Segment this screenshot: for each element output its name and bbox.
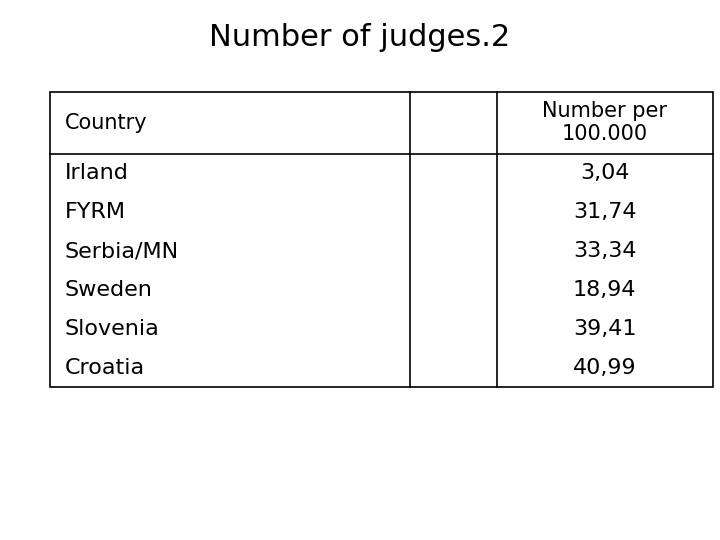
- Text: Croatia: Croatia: [65, 357, 145, 378]
- Text: Country: Country: [65, 113, 148, 133]
- Text: Slovenia: Slovenia: [65, 319, 160, 339]
- Text: Number of judges.2: Number of judges.2: [210, 23, 510, 52]
- Text: Irland: Irland: [65, 163, 129, 184]
- Text: Serbia/MN: Serbia/MN: [65, 241, 179, 261]
- Text: 33,34: 33,34: [573, 241, 636, 261]
- Text: Sweden: Sweden: [65, 280, 153, 300]
- Text: 3,04: 3,04: [580, 163, 629, 184]
- Text: 31,74: 31,74: [573, 202, 636, 222]
- Text: 40,99: 40,99: [573, 357, 636, 378]
- Bar: [50, 92, 713, 387]
- Text: 18,94: 18,94: [573, 280, 636, 300]
- Text: Number per
100.000: Number per 100.000: [542, 102, 667, 145]
- Text: FYRM: FYRM: [65, 202, 126, 222]
- Text: 39,41: 39,41: [573, 319, 636, 339]
